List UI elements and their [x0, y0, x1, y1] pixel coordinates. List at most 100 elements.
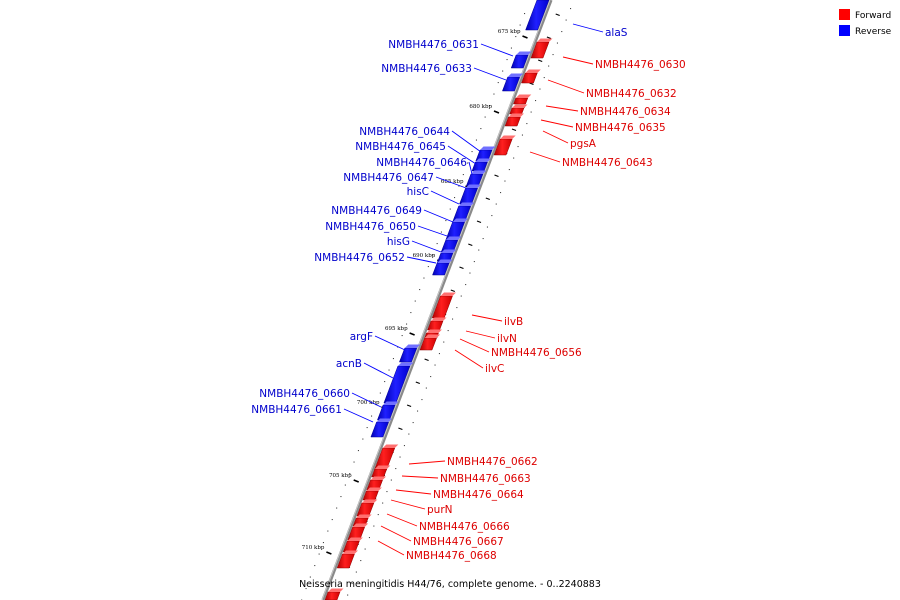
minor-tick [379, 392, 381, 394]
reverse-gene-label: NMBH4476_0649 [331, 205, 422, 217]
minor-tick [454, 197, 456, 199]
minor-tick [384, 381, 386, 383]
minor-tick [386, 491, 388, 493]
reverse-gene-cap [470, 170, 487, 174]
minor-tick [539, 88, 541, 90]
minor-tick [508, 169, 510, 171]
reverse-gene-cap [475, 158, 491, 162]
minor-tick [408, 433, 410, 435]
minor-tick [377, 514, 379, 516]
minor-tick [489, 105, 491, 107]
reverse-gene-label: alaS [605, 27, 628, 39]
minor-tick [421, 399, 423, 401]
minor-tick [530, 111, 532, 113]
reverse-leader [572, 23, 604, 33]
minor-tick [347, 594, 349, 596]
minor-tick [517, 146, 519, 148]
reverse-gene-label: acnB [336, 358, 362, 370]
forward-gene-label: ilvN [497, 333, 517, 345]
reverse-gene-label: NMBH4476_0647 [343, 172, 434, 184]
forward-gene-cap [426, 329, 442, 333]
reverse-gene-cap [516, 51, 532, 55]
reverse-gene-label: NMBH4476_0645 [355, 141, 446, 153]
minor-tick [504, 180, 506, 182]
reverse-gene-cap [376, 418, 393, 422]
minor-tick [570, 8, 572, 10]
backbone-tick [485, 197, 491, 201]
minor-tick [475, 139, 477, 141]
minor-tick [392, 358, 394, 360]
forward-leader [401, 475, 439, 479]
kbp-tick [326, 551, 332, 555]
kbp-label: 675 kbp [498, 29, 521, 35]
forward-gene-label: NMBH4476_0668 [406, 550, 497, 562]
gene-features [324, 0, 553, 600]
reverse-leader [468, 161, 473, 175]
minor-tick [497, 82, 499, 84]
kbp-label: 690 kbp [413, 253, 436, 259]
minor-tick [390, 479, 392, 481]
minor-tick [447, 330, 449, 332]
backbone-tick [494, 174, 499, 178]
minor-tick [364, 548, 366, 550]
minor-tick [462, 174, 464, 176]
forward-leader [465, 330, 496, 339]
minor-tick [460, 295, 462, 297]
forward-leader [542, 130, 569, 144]
forward-gene-label: NMBH4476_0635 [575, 122, 666, 134]
forward-gene-cap [366, 487, 382, 491]
reverse-leader [423, 209, 454, 223]
kbp-label: 710 kbp [302, 545, 325, 551]
reverse-gene-label: NMBH4476_0661 [251, 404, 342, 416]
forward-gene-cap [508, 113, 524, 117]
forward-gene-label: NMBH4476_0643 [562, 157, 653, 169]
forward-gene-label: NMBH4476_0656 [491, 347, 582, 359]
minor-tick [452, 318, 454, 320]
reverse-leader [417, 225, 448, 237]
backbone-tick [406, 404, 412, 408]
forward-gene-label: NMBH4476_0667 [413, 536, 504, 548]
reverse-gene-label: NMBH4476_0631 [388, 39, 479, 51]
forward-gene-label: NMBH4476_0663 [440, 473, 531, 485]
forward-gene-label: NMBH4476_0632 [586, 88, 677, 100]
minor-tick [362, 438, 364, 440]
minor-tick [436, 243, 438, 245]
minor-tick [366, 427, 368, 429]
reverse-gene-label: NMBH4476_0633 [381, 63, 472, 75]
minor-tick [351, 583, 353, 585]
reverse-gene-cap [437, 259, 453, 263]
forward-gene-cap [370, 476, 387, 480]
minor-tick [552, 54, 554, 56]
minor-tick [493, 93, 495, 95]
minor-tick [327, 530, 329, 532]
minor-tick [355, 571, 357, 573]
reverse-gene-label: NMBH4476_0660 [259, 388, 350, 400]
forward-gene-cap [356, 514, 372, 518]
minor-tick [360, 560, 362, 562]
minor-tick [473, 261, 475, 263]
minor-tick [395, 468, 397, 470]
minor-tick [368, 537, 370, 539]
forward-gene-label: NMBH4476_0664 [433, 489, 524, 501]
reverse-leader [363, 362, 394, 379]
backbone-tick [555, 13, 560, 17]
legend-forward-swatch [839, 9, 850, 20]
forward-gene-label: NMBH4476_0666 [419, 521, 510, 533]
reverse-leader [351, 392, 382, 408]
minor-tick [417, 410, 419, 412]
backbone-tick [476, 220, 482, 224]
minor-tick [519, 24, 521, 26]
reverse-gene-cap [404, 344, 421, 348]
forward-gene-label: NMBH4476_0634 [580, 106, 671, 118]
minor-tick [445, 220, 447, 222]
forward-gene-cap [431, 317, 447, 321]
backbone-tick [459, 266, 464, 270]
minor-tick [535, 100, 537, 102]
reverse-gene-label: NMBH4476_0646 [376, 157, 467, 169]
minor-tick [521, 134, 523, 136]
reverse-leader [473, 67, 507, 81]
forward-leader [529, 151, 561, 163]
minor-tick [440, 231, 442, 233]
forward-gene-cap [537, 38, 553, 42]
minor-tick [438, 353, 440, 355]
